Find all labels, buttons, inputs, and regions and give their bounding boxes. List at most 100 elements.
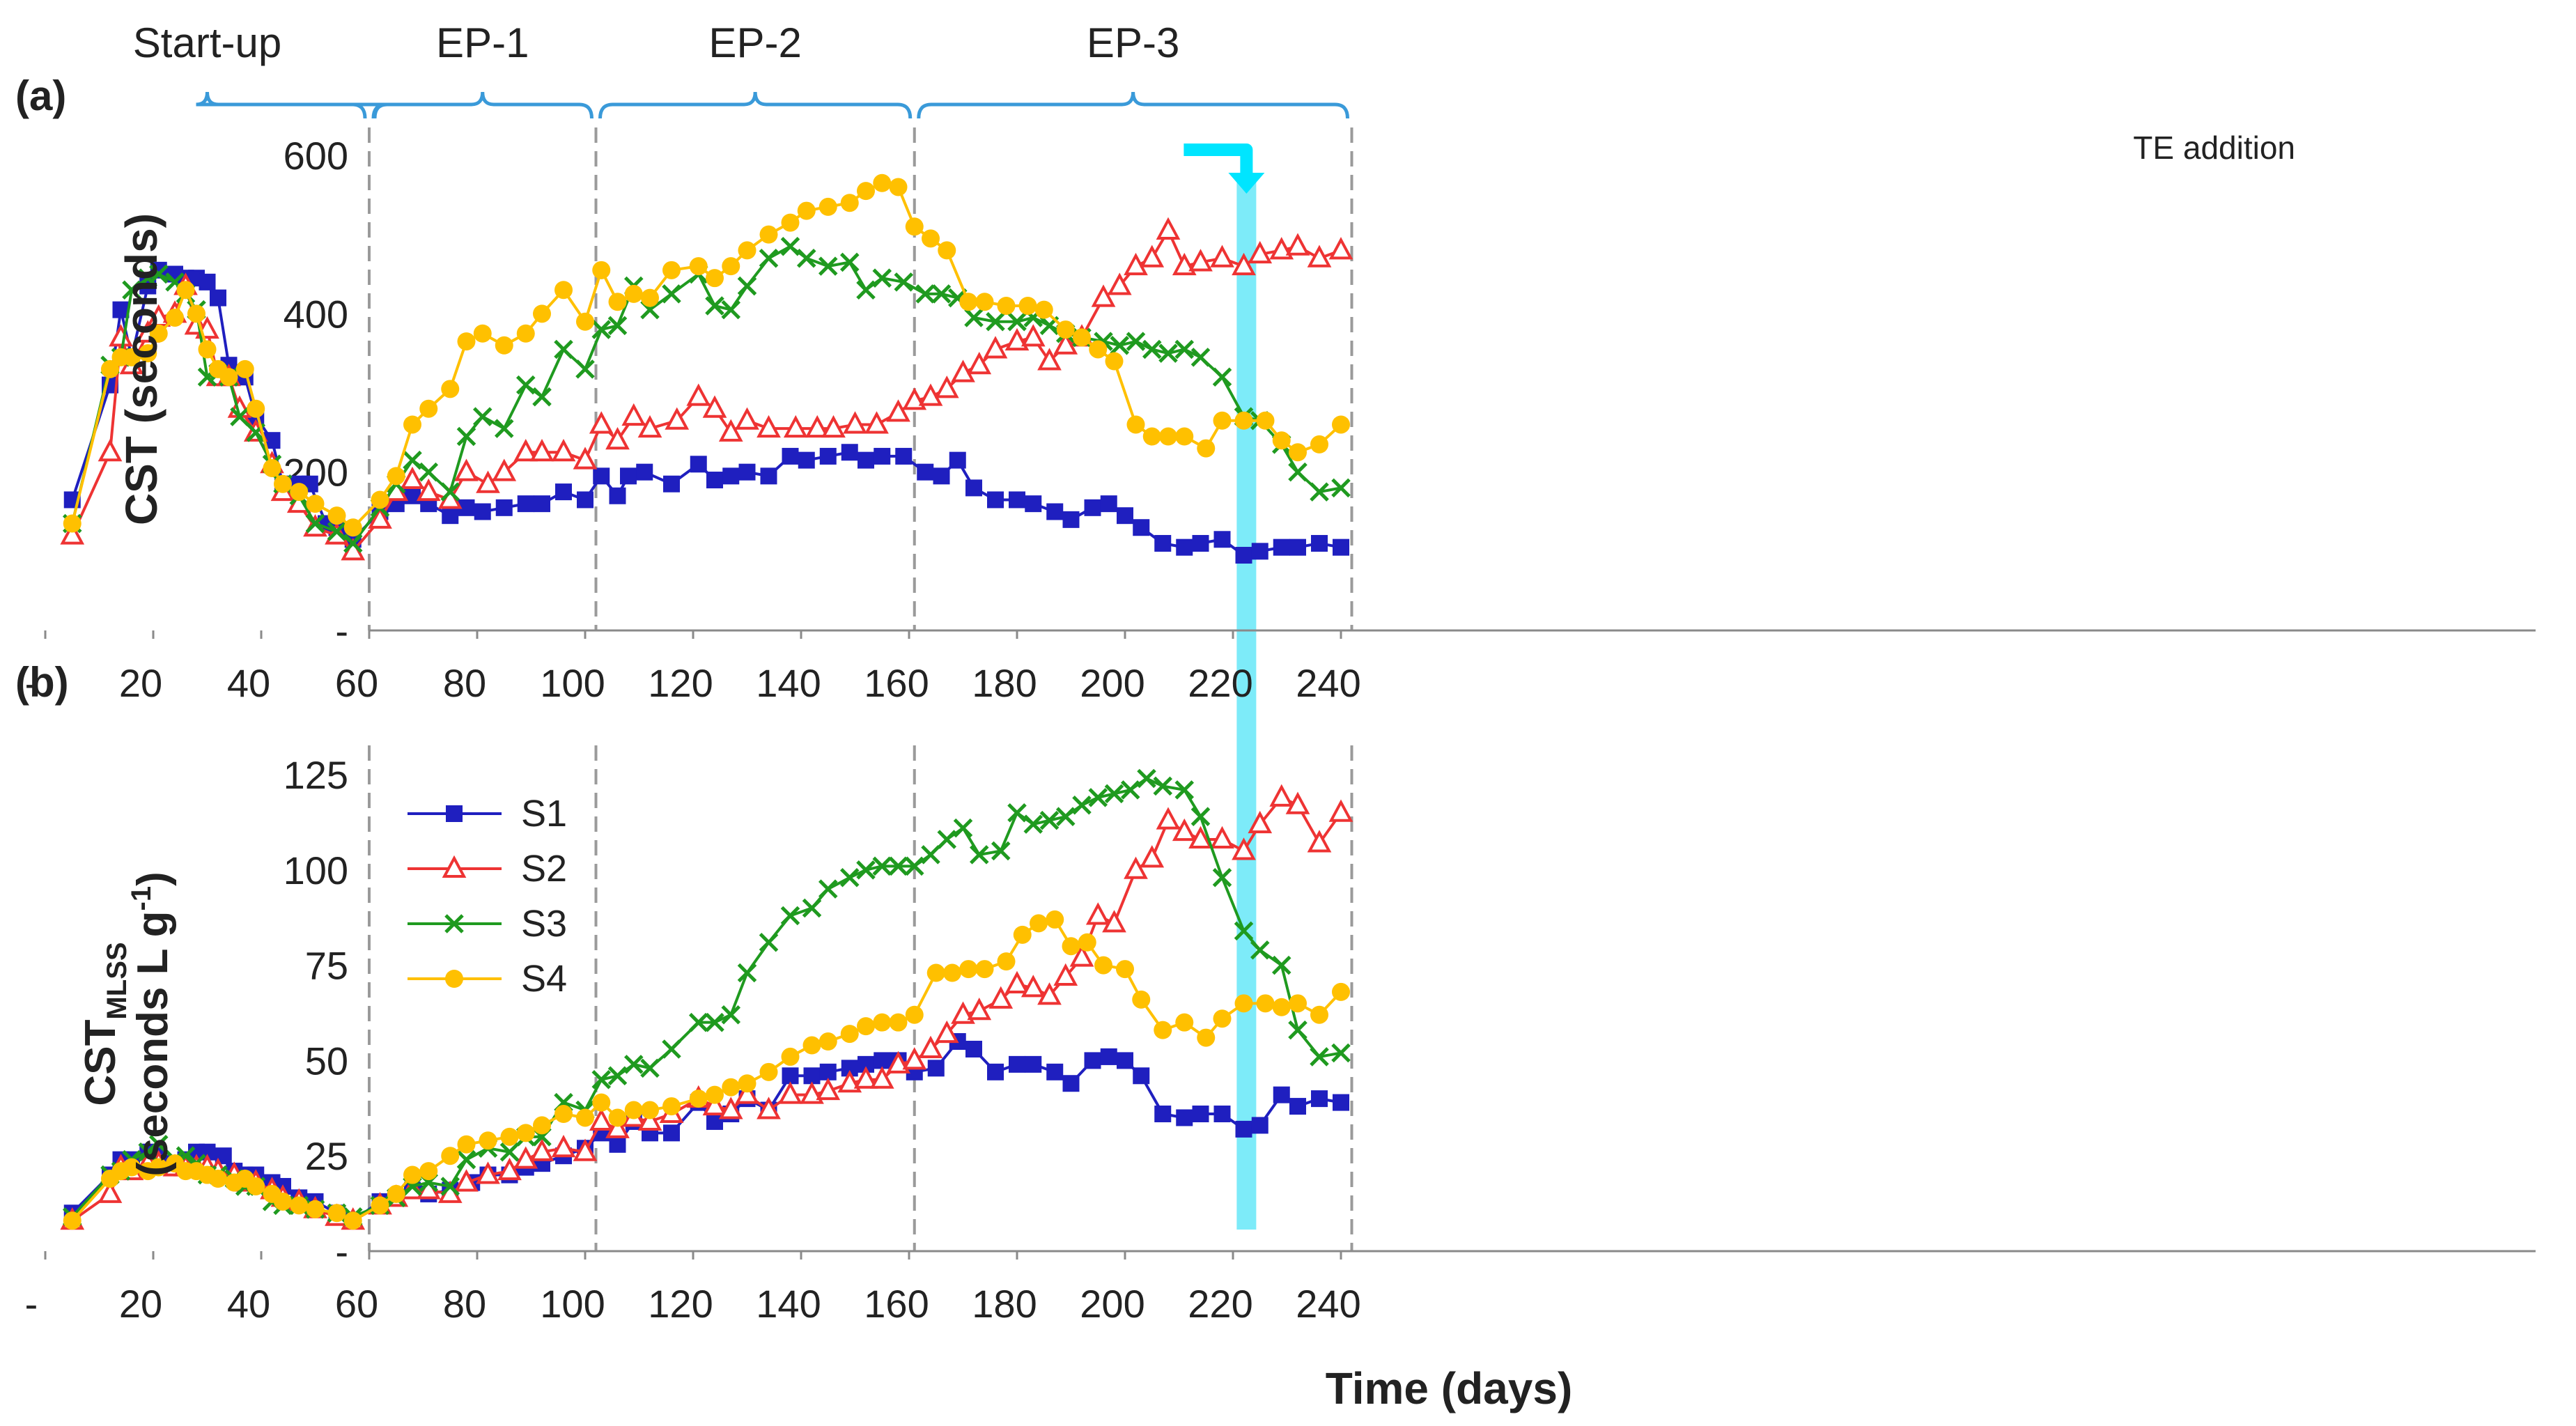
data-point-x bbox=[856, 280, 876, 300]
data-point-circle bbox=[1332, 415, 1350, 434]
data-point-circle bbox=[1197, 439, 1216, 458]
data-point-triangle bbox=[869, 1066, 894, 1089]
series-layer bbox=[60, 173, 1353, 1230]
data-point-square bbox=[722, 467, 740, 485]
data-point-circle bbox=[419, 1162, 438, 1181]
data-point-square bbox=[803, 1067, 821, 1085]
data-point-square bbox=[965, 1040, 982, 1057]
data-point-square bbox=[663, 1124, 680, 1142]
data-point-square bbox=[495, 499, 513, 516]
data-point-circle bbox=[187, 304, 205, 323]
data-point-square bbox=[1046, 1063, 1064, 1080]
data-point-triangle bbox=[605, 1115, 630, 1138]
data-point-circle bbox=[1126, 415, 1145, 434]
data-point-square bbox=[1251, 543, 1268, 560]
data-point-circle bbox=[889, 178, 908, 196]
data-point-circle bbox=[274, 1192, 292, 1211]
data-point-circle bbox=[516, 1124, 535, 1142]
data-point-triangle bbox=[918, 1035, 943, 1058]
data-point-triangle bbox=[735, 1081, 759, 1104]
data-point-square bbox=[1333, 1094, 1349, 1111]
data-point-x bbox=[1007, 803, 1027, 823]
data-point-square bbox=[1213, 1106, 1231, 1123]
x-tick-label: 120 bbox=[648, 661, 713, 705]
data-point-triangle bbox=[1172, 818, 1197, 842]
data-point-triangle bbox=[1307, 830, 1332, 853]
data-point-square bbox=[474, 503, 491, 520]
data-point-x bbox=[1126, 332, 1146, 351]
data-point-x bbox=[456, 426, 476, 447]
data-point-triangle bbox=[1156, 807, 1181, 830]
data-point-x bbox=[230, 407, 249, 426]
te-addition-arrow bbox=[1184, 144, 1253, 176]
data-point-triangle bbox=[60, 522, 85, 545]
data-point-square bbox=[1084, 499, 1101, 516]
x-tick-label: 60 bbox=[335, 1282, 378, 1326]
data-point-square bbox=[819, 447, 837, 465]
data-point-circle bbox=[149, 324, 168, 343]
data-point-circle bbox=[123, 348, 141, 366]
data-point-x bbox=[1288, 462, 1308, 482]
data-point-square bbox=[965, 479, 982, 497]
data-point-x bbox=[1331, 1043, 1351, 1063]
data-point-square bbox=[1062, 511, 1080, 528]
data-point-x bbox=[904, 856, 924, 876]
legend-item-s3: S3 bbox=[408, 903, 567, 945]
y-tick-label: 600 bbox=[284, 134, 348, 178]
data-point-triangle bbox=[605, 426, 630, 450]
data-point-triangle bbox=[529, 1138, 554, 1161]
data-point-triangle bbox=[1004, 327, 1030, 351]
data-point-x bbox=[494, 419, 514, 438]
data-point-x bbox=[1234, 921, 1254, 941]
te-addition-label: TE addition bbox=[2133, 130, 2295, 166]
series-s4 bbox=[63, 910, 1350, 1230]
data-point-circle bbox=[1175, 1013, 1194, 1032]
data-point-x bbox=[953, 818, 973, 838]
y-tick-label: 400 bbox=[284, 292, 348, 336]
data-point-triangle bbox=[1107, 272, 1132, 295]
data-point-circle bbox=[738, 1074, 756, 1093]
legend-item-s2: S2 bbox=[408, 848, 567, 890]
data-point-square bbox=[1235, 547, 1252, 564]
data-point-x bbox=[662, 1039, 681, 1059]
data-point-circle bbox=[624, 284, 643, 303]
data-point-triangle bbox=[967, 351, 992, 375]
data-point-circle bbox=[1332, 982, 1350, 1001]
data-point-x bbox=[921, 845, 940, 865]
data-point-square bbox=[1062, 1075, 1080, 1092]
data-point-x bbox=[937, 830, 957, 849]
data-point-circle bbox=[722, 1078, 740, 1096]
data-point-triangle bbox=[589, 1108, 614, 1131]
x-tick-label: 200 bbox=[1080, 661, 1145, 705]
data-point-circle bbox=[1013, 925, 1032, 944]
data-point-triangle bbox=[1085, 902, 1110, 925]
data-point-x bbox=[122, 280, 141, 300]
data-point-square bbox=[782, 447, 799, 465]
data-point-triangle bbox=[1069, 944, 1094, 967]
data-point-triangle bbox=[368, 506, 392, 529]
data-point-circle bbox=[343, 518, 362, 537]
data-point-triangle bbox=[1156, 217, 1181, 240]
data-point-circle bbox=[290, 483, 309, 502]
data-point-circle bbox=[1234, 411, 1253, 430]
data-point-circle bbox=[371, 490, 389, 509]
data-point-triangle bbox=[1285, 233, 1310, 256]
legend-item-s1: S1 bbox=[408, 793, 567, 835]
data-point-square bbox=[819, 1063, 837, 1080]
data-point-x bbox=[1023, 814, 1043, 834]
data-point-circle bbox=[1034, 300, 1053, 319]
data-point-triangle bbox=[492, 458, 517, 481]
data-point-x bbox=[591, 320, 612, 339]
data-point-circle bbox=[759, 1062, 778, 1081]
data-point-square bbox=[534, 495, 550, 513]
data-point-triangle bbox=[783, 414, 808, 438]
data-point-circle bbox=[1062, 937, 1080, 956]
data-point-square bbox=[1192, 1106, 1209, 1123]
data-point-circle bbox=[166, 309, 184, 327]
data-point-x bbox=[148, 264, 169, 284]
data-point-x bbox=[1212, 367, 1232, 387]
data-point-circle bbox=[441, 380, 460, 398]
data-point-circle bbox=[533, 1116, 551, 1135]
data-point-x bbox=[802, 898, 822, 918]
